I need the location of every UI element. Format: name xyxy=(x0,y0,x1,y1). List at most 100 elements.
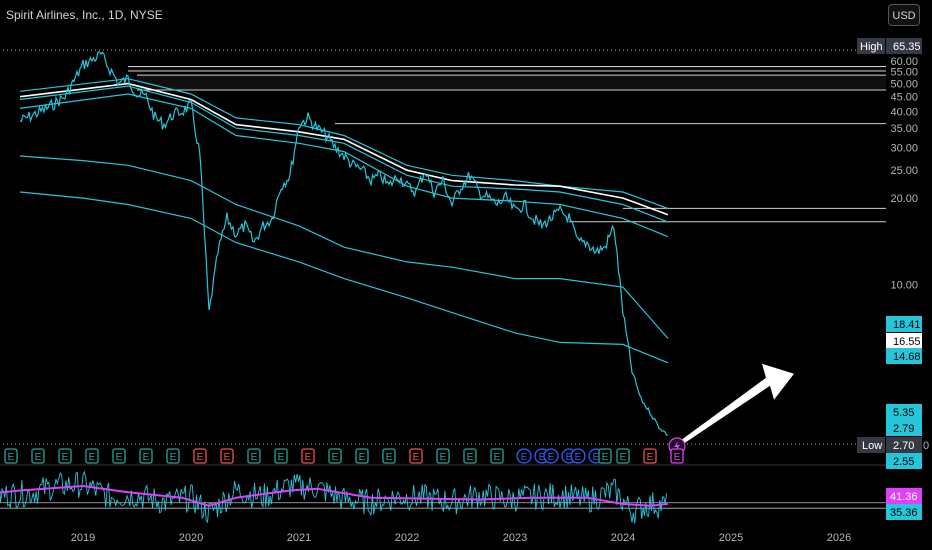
price-tick-label: 40.00 xyxy=(890,106,918,118)
earnings-marker[interactable]: E xyxy=(220,448,234,464)
time-axis[interactable]: 2019 2020 2021 2022 2023 2024 2025 2026 xyxy=(71,532,851,544)
price-tick-label: 50.00 xyxy=(890,79,918,91)
earnings-marker[interactable]: E xyxy=(355,448,369,464)
price-label: 18.41 xyxy=(893,319,921,331)
rsi-line xyxy=(0,470,668,524)
price-label-box xyxy=(886,420,922,436)
svg-text:E: E xyxy=(386,452,393,463)
earnings-marker[interactable]: E xyxy=(301,448,315,464)
earnings-marker[interactable]: E xyxy=(328,448,342,464)
price-label: 14.68 xyxy=(893,351,921,363)
svg-text:E: E xyxy=(575,452,582,463)
price-label: 5.35 xyxy=(893,407,914,419)
svg-text:E: E xyxy=(494,452,501,463)
svg-text:E: E xyxy=(251,452,258,463)
rsi-ma-line xyxy=(0,484,669,507)
time-tick-label: 2025 xyxy=(719,532,743,544)
rsi-value-box xyxy=(886,504,922,520)
band-line-mid xyxy=(19,82,669,216)
trend-arrow xyxy=(677,363,794,449)
rsi-pane xyxy=(0,470,886,524)
price-tick-label: 45.00 xyxy=(890,92,918,104)
svg-text:E: E xyxy=(440,452,447,463)
earnings-marker[interactable]: E xyxy=(274,448,288,464)
earnings-marker[interactable]: E xyxy=(436,448,450,464)
earnings-marker[interactable]: E xyxy=(85,448,99,464)
horizontal-levels xyxy=(0,49,886,445)
price-tick-label: 25.00 xyxy=(890,165,918,177)
earnings-marker[interactable]: E xyxy=(247,448,261,464)
earnings-marker[interactable]: E xyxy=(409,448,423,464)
svg-text:E: E xyxy=(548,452,555,463)
price-label: 65.35 xyxy=(893,41,921,53)
price-label-box xyxy=(886,316,922,332)
svg-text:E: E xyxy=(197,452,204,463)
rsi-value-label: 35.36 xyxy=(890,507,918,519)
earnings-marker[interactable]: E xyxy=(670,448,684,464)
svg-text:E: E xyxy=(8,452,15,463)
band-line-lower-1 xyxy=(19,93,669,238)
svg-text:E: E xyxy=(116,452,123,463)
time-tick-label: 2021 xyxy=(287,532,311,544)
svg-text:E: E xyxy=(620,452,627,463)
earnings-marker[interactable]: E xyxy=(4,448,18,464)
earnings-marker[interactable]: E xyxy=(616,448,630,464)
earnings-marker[interactable]: E xyxy=(31,448,45,464)
band-line-upper-1 xyxy=(19,85,669,223)
earnings-marker[interactable]: E xyxy=(516,448,532,464)
time-tick-label: 2020 xyxy=(179,532,203,544)
svg-text:E: E xyxy=(674,452,681,463)
svg-text:E: E xyxy=(62,452,69,463)
price-tick-label: 30.00 xyxy=(890,142,918,154)
time-tick-label: 2019 xyxy=(71,532,95,544)
price-label: 2.79 xyxy=(893,423,914,435)
earnings-marker[interactable]: E xyxy=(139,448,153,464)
earnings-marker[interactable]: E xyxy=(382,448,396,464)
earnings-marker[interactable]: E xyxy=(166,448,180,464)
earnings-marker[interactable]: E xyxy=(463,448,477,464)
band-line-upper-2 xyxy=(19,78,669,210)
low-tag: Low xyxy=(862,440,882,452)
time-tick-label: 2022 xyxy=(395,532,419,544)
currency-button[interactable]: USD xyxy=(888,4,920,26)
rsi-value-label: 41.36 xyxy=(890,491,918,503)
earnings-marker[interactable]: E xyxy=(643,448,657,464)
price-label-box xyxy=(886,333,922,349)
price-label-box xyxy=(886,38,922,54)
earnings-marker[interactable]: E xyxy=(58,448,72,464)
earnings-marker[interactable]: E xyxy=(193,448,207,464)
price-tick-label: 20.00 xyxy=(890,193,918,205)
price-tick-label: 60.00 xyxy=(890,56,918,68)
price-label-box xyxy=(886,453,922,469)
earnings-marker[interactable]: E xyxy=(598,448,612,464)
price-label-box xyxy=(886,404,922,420)
chart-title: Spirit Airlines, Inc., 1D, NYSE xyxy=(6,8,163,22)
earnings-marker[interactable]: E xyxy=(112,448,126,464)
time-tick-label: 2026 xyxy=(827,532,851,544)
rsi-value-box xyxy=(886,488,922,504)
earnings-marker[interactable]: E xyxy=(543,448,559,464)
price-tick-label: 35.00 xyxy=(890,123,918,135)
svg-text:E: E xyxy=(647,452,654,463)
price-line xyxy=(19,51,669,436)
svg-text:E: E xyxy=(143,452,150,463)
time-tick-label: 2024 xyxy=(611,532,635,544)
low-tag-box xyxy=(857,437,885,453)
svg-text:E: E xyxy=(278,452,285,463)
earnings-marker[interactable]: E xyxy=(490,448,504,464)
svg-text:E: E xyxy=(521,452,528,463)
svg-text:E: E xyxy=(35,452,42,463)
high-tag: High xyxy=(860,41,883,53)
price-label: 2.55 xyxy=(893,456,914,468)
svg-text:E: E xyxy=(224,452,231,463)
price-labels: 65.35 18.41 16.55 14.68 5.35 2.79 2.70 2.55 xyxy=(886,38,922,469)
regression-bands xyxy=(19,78,669,364)
band-line-lower-3 xyxy=(19,191,669,364)
price-label: 2.70 xyxy=(893,440,914,452)
zone-box xyxy=(137,75,886,90)
earnings-marker[interactable]: E xyxy=(570,448,586,464)
svg-text:E: E xyxy=(89,452,96,463)
svg-text:E: E xyxy=(593,452,600,463)
